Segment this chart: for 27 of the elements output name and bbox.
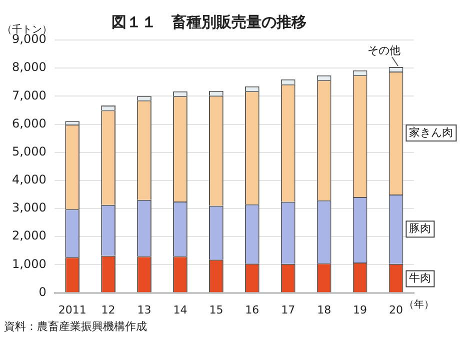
y-tick-label: 3,000: [12, 200, 46, 215]
series-label: その他: [368, 44, 401, 57]
series-label: 家きん肉: [409, 126, 454, 139]
x-tick-label: 17: [281, 303, 296, 316]
y-tick-label: 1,000: [12, 256, 46, 271]
y-tick-label: 7,000: [12, 88, 46, 102]
x-tick-label: 2011: [58, 303, 86, 316]
text: 資料：農畜産業振興機構作成: [3, 320, 148, 334]
chart-title: 図１１ 畜種別販売量の推移: [112, 12, 306, 31]
y-tick-label: 4,000: [12, 172, 46, 187]
x-tick-label: 20: [389, 303, 404, 316]
y-tick-label: 9,000: [12, 32, 46, 46]
x-tick-label: 14: [173, 303, 188, 316]
y-tick-label: 0: [38, 284, 46, 299]
x-axis-title: （年）: [404, 298, 434, 310]
x-tick-label: 13: [137, 303, 152, 316]
y-tick-label: 6,000: [12, 116, 46, 130]
x-tick-label: 12: [101, 303, 116, 316]
series-label: 牛肉: [409, 272, 432, 285]
x-tick-label: 16: [245, 303, 260, 316]
x-tick-label: 19: [353, 303, 368, 316]
series-label: 豚肉: [409, 222, 432, 236]
y-tick-label: 5,000: [12, 144, 46, 158]
x-tick-label: 15: [209, 303, 224, 316]
x-tick-label: 18: [317, 303, 332, 316]
y-tick-label: 2,000: [12, 228, 46, 243]
y-tick-label: 8,000: [12, 60, 46, 74]
